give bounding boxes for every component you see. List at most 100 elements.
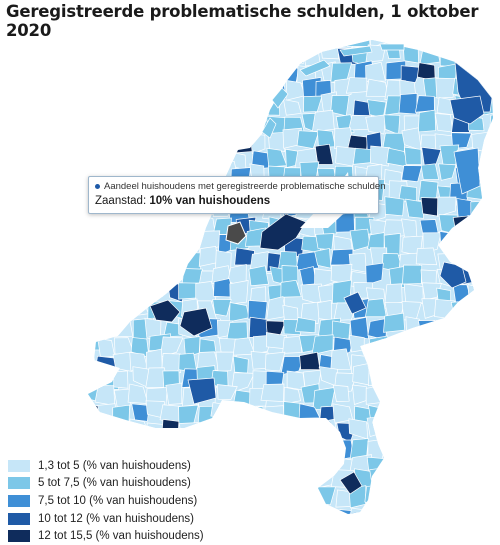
municipality-region[interactable] (179, 422, 200, 443)
municipality-region[interactable] (387, 435, 409, 457)
municipality-region[interactable] (414, 95, 435, 113)
municipality-region[interactable] (145, 217, 166, 240)
municipality-region[interactable] (93, 436, 112, 460)
municipality-region[interactable] (349, 316, 369, 340)
municipality-region[interactable] (130, 230, 149, 252)
municipality-region[interactable] (449, 95, 485, 125)
municipality-region[interactable] (487, 232, 500, 254)
municipality-region[interactable] (483, 458, 500, 477)
municipality-region[interactable] (450, 317, 471, 342)
municipality-region[interactable] (398, 92, 418, 115)
municipality-region[interactable] (470, 200, 491, 222)
municipality-region[interactable] (484, 133, 500, 155)
municipality-region[interactable] (213, 468, 230, 489)
municipality-region[interactable] (179, 307, 213, 337)
municipality-region[interactable] (415, 247, 438, 266)
municipality-region[interactable] (82, 28, 99, 45)
municipality-region[interactable] (471, 270, 493, 289)
municipality-region[interactable] (146, 422, 165, 444)
wadden-island[interactable] (271, 87, 289, 109)
municipality-region[interactable] (215, 351, 235, 372)
municipality-region[interactable] (299, 351, 321, 371)
municipality-region[interactable] (369, 349, 388, 372)
municipality-region[interactable] (303, 503, 324, 527)
municipality-region[interactable] (365, 385, 382, 405)
municipality-region[interactable] (404, 449, 424, 471)
municipality-region[interactable] (252, 49, 273, 69)
municipality-region[interactable] (484, 367, 500, 389)
municipality-region[interactable] (320, 44, 339, 60)
municipality-region[interactable] (386, 389, 406, 410)
municipality-region[interactable] (175, 114, 197, 138)
municipality-region[interactable] (165, 265, 183, 284)
municipality-region[interactable] (401, 165, 423, 183)
municipality-region[interactable] (98, 300, 119, 320)
municipality-region[interactable] (252, 94, 270, 113)
municipality-region[interactable] (438, 363, 458, 383)
municipality-region[interactable] (402, 264, 423, 285)
municipality-region[interactable] (109, 81, 133, 103)
municipality-region[interactable] (108, 147, 132, 171)
municipality-region[interactable] (385, 29, 405, 44)
municipality-region[interactable] (79, 422, 99, 443)
municipality-region[interactable] (245, 485, 266, 508)
municipality-region[interactable] (485, 261, 500, 281)
municipality-region[interactable] (269, 455, 286, 475)
municipality-region[interactable] (451, 132, 472, 149)
municipality-region[interactable] (208, 505, 232, 523)
municipality-region[interactable] (351, 384, 367, 405)
municipality-region[interactable] (168, 147, 187, 166)
municipality-region[interactable] (200, 44, 222, 65)
municipality-region[interactable] (365, 114, 386, 135)
municipality-region[interactable] (79, 114, 103, 132)
municipality-region[interactable] (95, 116, 115, 140)
municipality-region[interactable] (345, 77, 368, 94)
municipality-region[interactable] (387, 420, 404, 445)
municipality-region[interactable] (265, 351, 286, 372)
municipality-region[interactable] (400, 65, 422, 84)
municipality-region[interactable] (212, 299, 232, 317)
municipality-region[interactable] (421, 146, 442, 167)
municipality-region[interactable] (232, 28, 253, 50)
municipality-region[interactable] (113, 370, 129, 389)
municipality-region[interactable] (127, 434, 148, 454)
municipality-region[interactable] (466, 215, 486, 236)
municipality-region[interactable] (470, 455, 493, 475)
municipality-region[interactable] (295, 251, 320, 271)
municipality-region[interactable] (488, 112, 500, 136)
zaanstad-highlight[interactable] (225, 221, 247, 245)
municipality-region[interactable] (420, 367, 442, 388)
municipality-region[interactable] (245, 405, 264, 426)
municipality-region[interactable] (311, 334, 334, 356)
municipality-region[interactable] (184, 77, 205, 100)
municipality-region[interactable] (321, 520, 341, 536)
municipality-region[interactable] (111, 25, 132, 44)
municipality-region[interactable] (451, 28, 472, 51)
municipality-region[interactable] (218, 518, 237, 539)
municipality-region[interactable] (234, 134, 254, 154)
municipality-region[interactable] (212, 25, 230, 48)
municipality-region[interactable] (456, 197, 473, 219)
municipality-region[interactable] (247, 300, 268, 320)
municipality-region[interactable] (486, 25, 500, 44)
municipality-region[interactable] (166, 94, 189, 116)
municipality-region[interactable] (436, 501, 455, 520)
municipality-region[interactable] (303, 95, 323, 113)
municipality-region[interactable] (453, 352, 476, 370)
municipality-region[interactable] (216, 384, 238, 401)
municipality-region[interactable] (339, 471, 363, 495)
municipality-region[interactable] (488, 200, 500, 217)
municipality-region[interactable] (180, 433, 202, 456)
municipality-region[interactable] (79, 132, 99, 150)
municipality-region[interactable] (402, 42, 419, 64)
municipality-region[interactable] (488, 248, 500, 267)
municipality-region[interactable] (482, 40, 500, 62)
municipality-region[interactable] (417, 109, 436, 133)
municipality-region[interactable] (280, 356, 305, 376)
municipality-region[interactable] (210, 485, 231, 506)
municipality-region[interactable] (486, 181, 500, 203)
municipality-region[interactable] (94, 234, 116, 256)
municipality-region[interactable] (436, 436, 453, 454)
municipality-region[interactable] (386, 523, 405, 543)
municipality-region[interactable] (483, 435, 500, 454)
